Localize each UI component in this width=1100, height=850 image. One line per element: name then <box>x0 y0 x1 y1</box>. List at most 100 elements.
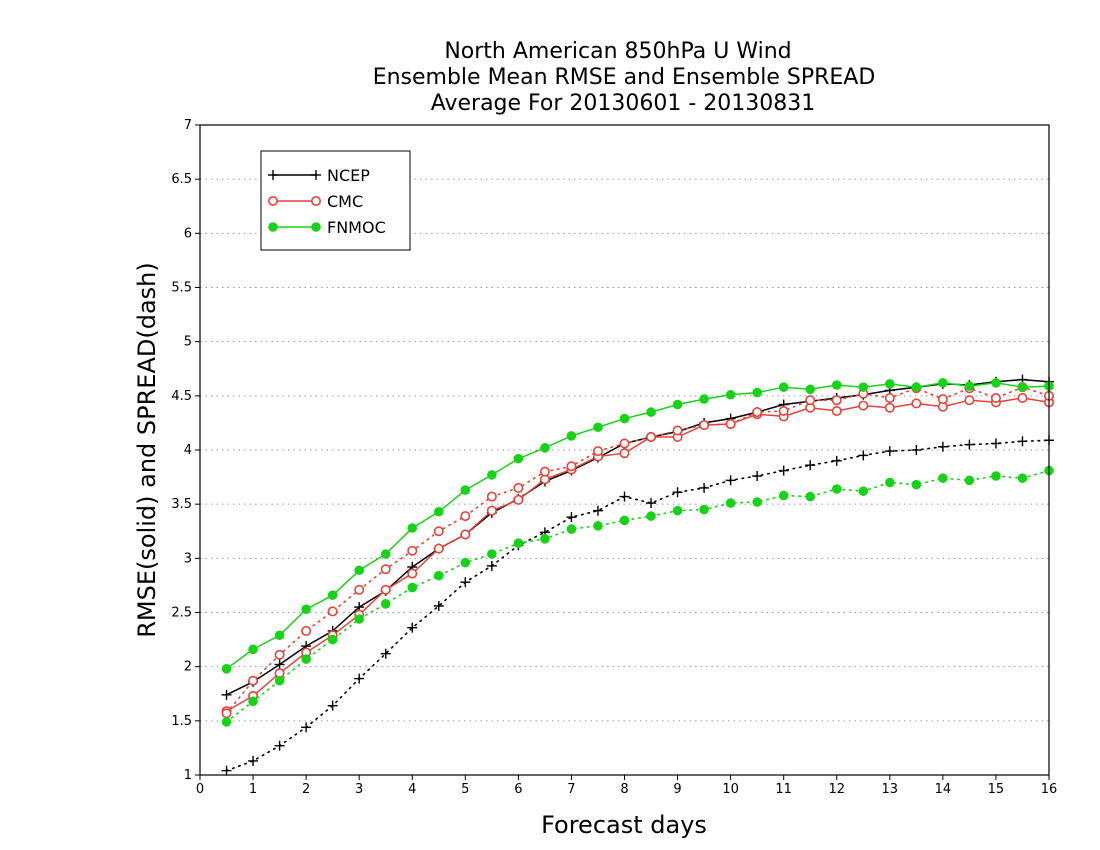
series-fnmoc-spread-point <box>858 486 869 496</box>
series-fnmoc-rmse-point <box>699 394 709 404</box>
series-fnmoc-spread-point <box>964 475 975 486</box>
x-tick-label: 11 <box>775 782 792 797</box>
series-fnmoc-rmse-point <box>460 485 471 495</box>
series-fnmoc-rmse-point <box>327 590 338 600</box>
series-ncep-spread-point <box>752 471 763 481</box>
series-cmc <box>221 382 1055 719</box>
series-cmc-rmse-point <box>513 494 524 505</box>
series-fnmoc-rmse-point <box>619 413 630 424</box>
series-fnmoc-rmse-point <box>513 453 524 464</box>
series-fnmoc-spread-point <box>354 614 364 624</box>
legend-item-cmc: CMC <box>267 192 363 211</box>
series-ncep-spread-point <box>699 482 710 493</box>
series-cmc-spread-point <box>937 394 948 405</box>
series-cmc-rmse-point <box>619 448 630 459</box>
y-tick-label: 1 <box>184 768 192 783</box>
series-cmc-spread-point <box>221 708 232 719</box>
series-fnmoc-rmse-point <box>831 380 842 390</box>
series-cmc-spread-point <box>354 584 365 595</box>
series-fnmoc-rmse-point <box>540 443 550 453</box>
series-fnmoc-rmse-point <box>752 387 762 398</box>
series-cmc-spread-point <box>778 405 789 416</box>
series-ncep-spread-point <box>407 622 418 633</box>
series-ncep-spread-point <box>274 740 285 751</box>
x-tick-label: 9 <box>673 782 681 797</box>
y-axis-label: RMSE(solid) and SPREAD(dash) <box>133 262 161 638</box>
series-cmc-spread-point <box>699 420 710 431</box>
series-cmc-rmse-point <box>433 543 444 554</box>
series-cmc-spread-point <box>460 511 471 522</box>
series-ncep-spread-point <box>619 491 630 502</box>
series-cmc-spread-point <box>672 425 683 436</box>
series-cmc-rmse-point <box>380 584 391 595</box>
x-tick-label: 0 <box>196 782 204 797</box>
series-ncep-spread-line <box>225 439 1050 772</box>
y-tick-label: 6 <box>184 226 192 241</box>
series-cmc-spread-point <box>380 564 391 575</box>
y-tick-label: 5 <box>184 335 192 350</box>
y-tick-label: 2.5 <box>171 606 192 621</box>
series-fnmoc-spread-point <box>805 491 816 502</box>
x-tick-label: 16 <box>1041 782 1058 797</box>
legend-marker <box>311 170 321 180</box>
y-tick-label: 4.5 <box>171 389 192 404</box>
series-cmc-spread-point <box>566 461 577 472</box>
series-fnmoc-spread-point <box>752 497 762 507</box>
series-fnmoc-spread-point <box>540 534 550 544</box>
series-fnmoc-spread-point <box>407 582 418 593</box>
legend-item-fnmoc: FNMOC <box>268 218 386 237</box>
series-fnmoc-rmse-point <box>221 664 232 674</box>
series-fnmoc-rmse-point <box>778 382 789 392</box>
series-fnmoc-rmse-point <box>487 470 497 480</box>
series-fnmoc-spread-point <box>938 473 948 483</box>
x-tick-label: 1 <box>249 782 257 797</box>
legend-marker <box>268 222 278 232</box>
x-axis-ticks: 0 1 2 3 4 5 6 7 8 9 10 11 12 13 14 15 16 <box>196 775 1057 797</box>
series-fnmoc-rmse-point <box>911 382 922 392</box>
series-cmc-spread-point <box>513 482 524 493</box>
series-fnmoc-spread-point <box>221 717 232 727</box>
series-fnmoc-rmse-point <box>885 379 895 389</box>
series-fnmoc-spread-point <box>778 490 789 501</box>
series-fnmoc-spread-point <box>646 511 656 521</box>
x-tick-label: 7 <box>567 782 575 797</box>
series-cmc-spread-point <box>327 606 338 617</box>
series-fnmoc-rmse-point <box>964 381 975 391</box>
series-cmc-rmse-point <box>1017 392 1028 403</box>
series-fnmoc-rmse-point <box>380 549 391 559</box>
series-fnmoc-spread-point <box>487 549 497 559</box>
legend-marker <box>311 222 321 232</box>
series-ncep-spread-point <box>646 498 657 509</box>
series-fnmoc <box>221 378 1054 727</box>
series-fnmoc-spread-point <box>460 557 471 568</box>
series-ncep-spread-point <box>460 577 471 588</box>
series-cmc-spread-point <box>646 431 657 442</box>
y-tick-label: 3.5 <box>171 497 192 512</box>
series-cmc-spread-point <box>274 649 285 660</box>
series-fnmoc-spread-point <box>831 484 842 494</box>
series-fnmoc-rmse-point <box>858 382 869 392</box>
x-tick-label: 8 <box>620 782 628 797</box>
series-fnmoc-spread-point <box>911 479 922 490</box>
series-ncep-spread-point <box>354 673 365 684</box>
series-fnmoc-rmse-point <box>407 523 418 533</box>
x-axis-label: Forecast days <box>541 811 707 839</box>
series-ncep-rmse-point <box>274 659 285 670</box>
series-cmc-rmse-point <box>911 398 922 409</box>
series-fnmoc-rmse-point <box>1017 382 1028 392</box>
series-ncep-spread-point <box>990 438 1001 449</box>
series-fnmoc-spread-point <box>1017 473 1028 483</box>
series-ncep-spread-point <box>301 722 312 733</box>
y-tick-label: 2 <box>184 660 192 675</box>
series-fnmoc-spread-line <box>225 469 1050 723</box>
series-cmc-spread-point <box>619 438 630 449</box>
series-ncep <box>221 374 1054 776</box>
series-cmc-spread-point <box>592 446 603 457</box>
series-cmc-spread-point <box>301 625 312 636</box>
series-fnmoc-rmse-point <box>274 630 285 641</box>
y-tick-label: 3 <box>184 551 192 566</box>
series-fnmoc-spread-point <box>433 570 444 581</box>
legend-marker <box>310 196 321 207</box>
series-cmc-rmse-point <box>486 505 497 516</box>
